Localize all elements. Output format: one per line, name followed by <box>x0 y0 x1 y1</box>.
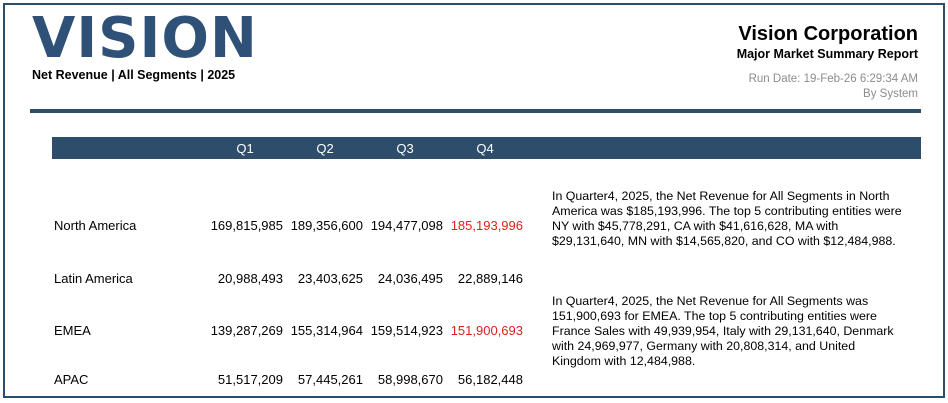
table-cell: 56,182,448 <box>457 372 523 387</box>
table-cell: 20,988,493 <box>217 271 283 286</box>
emea-commentary: In Quarter4, 2025, the Net Revenue for A… <box>552 294 894 368</box>
column-header-q3: Q3 <box>396 141 414 156</box>
company-name: Vision Corporation <box>738 23 918 45</box>
table-cell-highlight: 185,193,996 <box>450 218 523 233</box>
table-cell: 22,889,146 <box>457 271 523 286</box>
column-header-q4: Q4 <box>476 141 494 156</box>
table-cell-highlight: 151,900,693 <box>450 323 523 338</box>
region-apac: APAC <box>54 372 89 387</box>
table-cell: 155,314,964 <box>290 323 363 338</box>
run-by: By System <box>863 88 918 100</box>
table-header-band <box>52 137 921 159</box>
table-cell: 189,356,600 <box>290 218 363 233</box>
table-cell: 139,287,269 <box>210 323 283 338</box>
report-frame: VISION Net Revenue | All Segments | 2025… <box>3 3 945 398</box>
run-date: Run Date: 19-Feb-26 6:29:34 AM <box>748 73 918 85</box>
table-cell: 23,403,625 <box>297 271 363 286</box>
report-name: Major Market Summary Report <box>736 47 918 61</box>
table-cell: 58,998,670 <box>377 372 443 387</box>
vision-logo: VISION <box>32 6 258 71</box>
report-subtitle: Net Revenue | All Segments | 2025 <box>32 68 236 82</box>
table-cell: 194,477,098 <box>370 218 443 233</box>
table-cell: 51,517,209 <box>217 372 283 387</box>
region-latin-america: Latin America <box>54 271 133 286</box>
header-divider <box>30 109 921 113</box>
table-cell: 24,036,495 <box>377 271 443 286</box>
region-emea: EMEA <box>54 323 91 338</box>
column-header-q1: Q1 <box>236 141 254 156</box>
table-cell: 159,514,923 <box>370 323 443 338</box>
table-cell: 57,445,261 <box>297 372 363 387</box>
column-header-q2: Q2 <box>316 141 334 156</box>
north-america-commentary: In Quarter4, 2025, the Net Revenue for A… <box>552 189 902 248</box>
table-cell: 169,815,985 <box>210 218 283 233</box>
region-north-america: North America <box>54 218 137 233</box>
